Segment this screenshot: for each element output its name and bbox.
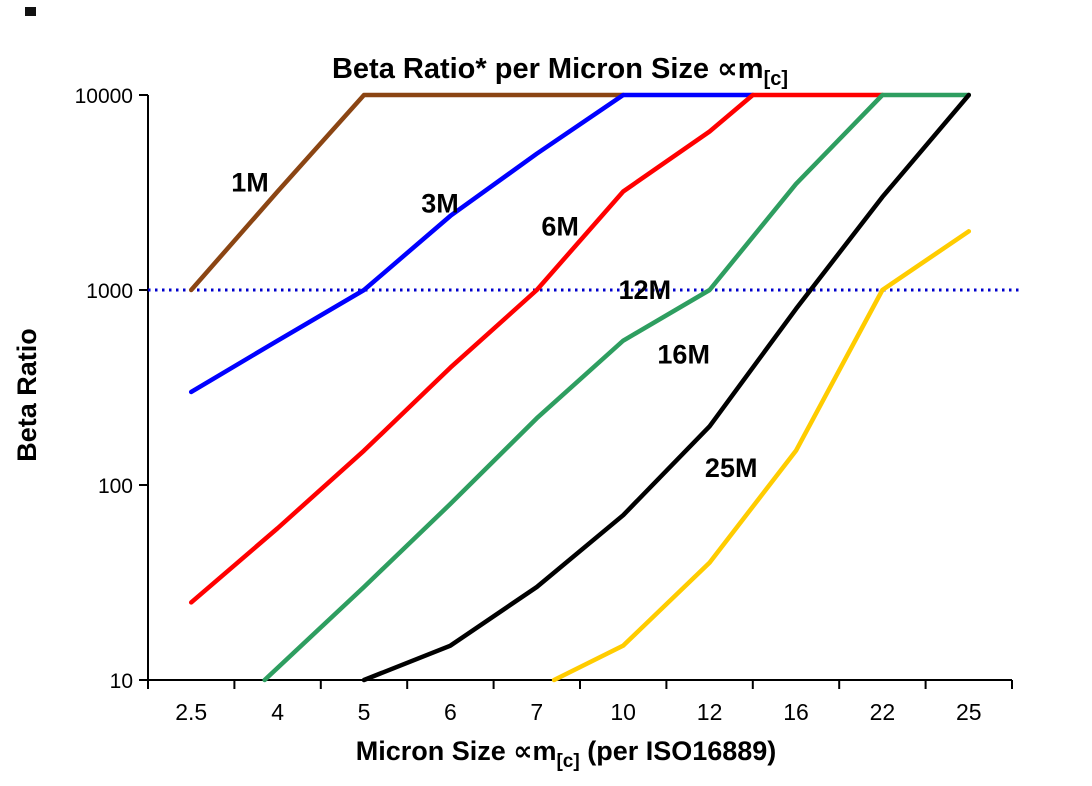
series-label-12M: 12M: [619, 275, 672, 305]
x-tick-label: 7: [530, 699, 543, 725]
chart-title-symbol: ∝m: [717, 53, 763, 85]
series-label-3M: 3M: [421, 188, 459, 218]
x-axis-title-symbol: ∝m: [513, 736, 556, 766]
x-axis-title-post: (per ISO16889): [580, 736, 777, 766]
y-axis-title: Beta Ratio: [12, 328, 42, 462]
x-tick-label: 10: [610, 699, 636, 725]
series-label-25M: 25M: [705, 453, 758, 483]
y-tick-label: 10000: [75, 85, 133, 108]
x-axis-title: Micron Size ∝m[c] (per ISO16889): [356, 736, 777, 772]
series-label-6M: 6M: [541, 212, 579, 242]
x-axis-title-pre: Micron Size: [356, 736, 514, 766]
plot-area: 10 100 1000 10000 2.5 4 5 6 7 10 12 16 22 25 1M 3M 6M 12M…: [75, 85, 1020, 725]
x-tick-label: 5: [358, 699, 371, 725]
x-tick-label: 22: [870, 699, 896, 725]
series-line-25M: [551, 229, 972, 683]
series-label-1M: 1M: [231, 167, 269, 197]
y-tick-label: 10: [110, 670, 133, 693]
series-label-16M: 16M: [657, 339, 710, 369]
x-tick-label: 6: [444, 699, 457, 725]
y-tick-label: 100: [98, 475, 133, 498]
x-tick-label: 4: [271, 699, 284, 725]
x-tick-label: 16: [783, 699, 809, 725]
chart-title: Beta Ratio* per Micron Size ∝m[c]: [332, 53, 788, 90]
series-line-3M: [188, 92, 756, 395]
series-line-6M: [188, 92, 885, 605]
stray-mark: [25, 7, 36, 16]
y-tick-label: 1000: [86, 280, 133, 303]
x-tick-label: 2.5: [175, 699, 207, 725]
series-line-1M: [188, 92, 626, 293]
series-line-16M: [361, 92, 972, 683]
x-axis-title-subscript: [c]: [556, 751, 579, 772]
x-tick-label: 25: [956, 699, 982, 725]
chart-title-main: Beta Ratio* per Micron Size: [332, 53, 717, 85]
x-tick-label: 12: [697, 699, 723, 725]
chart-title-subscript: [c]: [764, 68, 788, 90]
series-line-12M: [262, 92, 972, 683]
